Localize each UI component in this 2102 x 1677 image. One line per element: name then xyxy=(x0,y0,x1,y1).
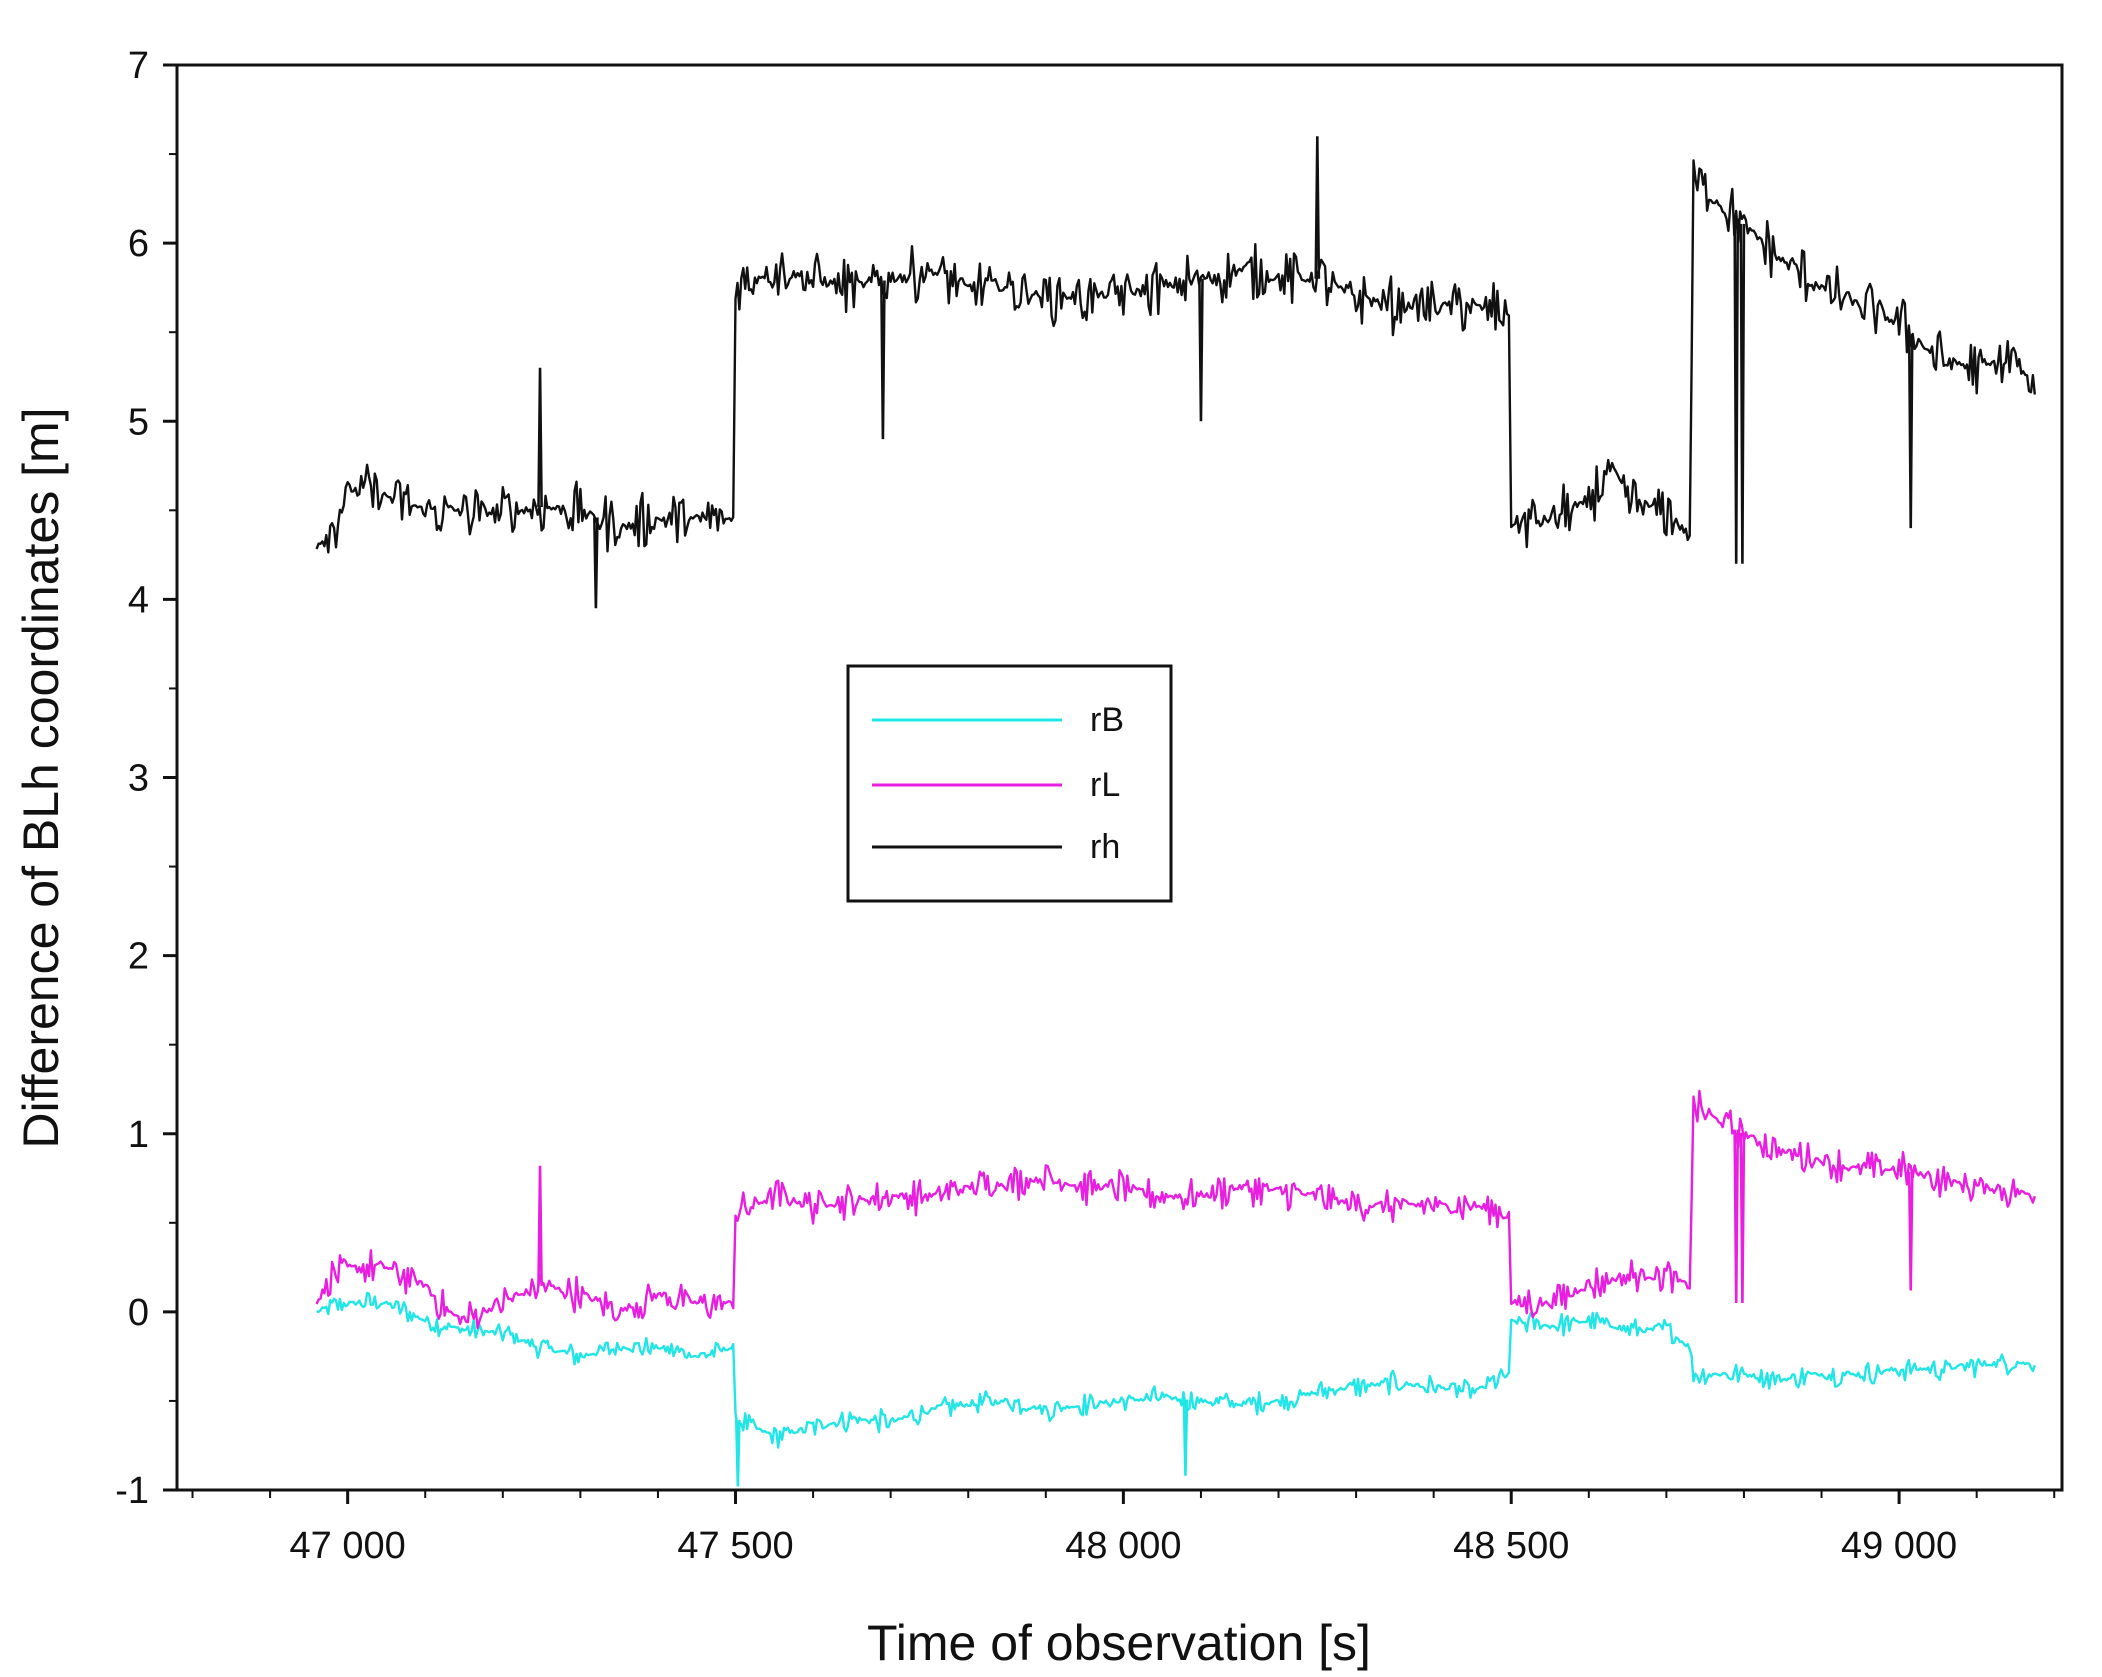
y-tick-label: 4 xyxy=(128,579,149,621)
x-axis-title: Time of observation [s] xyxy=(867,1615,1371,1671)
y-tick-label: 3 xyxy=(128,758,149,800)
spike-rh xyxy=(537,367,543,508)
y-tick-label: 7 xyxy=(128,45,149,87)
y-tick-label: 1 xyxy=(128,1114,149,1156)
spike-rh xyxy=(880,280,886,440)
series-line-rh xyxy=(315,159,2036,554)
y-tick-label: 6 xyxy=(128,223,149,265)
spike-rL xyxy=(537,1165,543,1286)
series-line-rL xyxy=(315,1089,2036,1330)
legend: rB rL rh xyxy=(846,664,1173,903)
spike-rh xyxy=(1733,218,1740,564)
spike-rB xyxy=(1182,1399,1189,1476)
series-line-rB xyxy=(316,1291,2036,1449)
x-tick-label: 49 000 xyxy=(1841,1525,1957,1567)
spike-rL xyxy=(1733,1129,1740,1303)
plot-series xyxy=(315,136,2036,1487)
y-tick-label: -1 xyxy=(115,1470,149,1512)
x-tick-label: 48 500 xyxy=(1453,1525,1569,1567)
legend-label-rh: rh xyxy=(1090,828,1120,866)
spike-rB xyxy=(734,1419,741,1487)
y-tick-label: 0 xyxy=(128,1292,149,1334)
x-tick-label: 48 000 xyxy=(1065,1525,1181,1567)
y-axis-title: Difference of BLh coordinates [m] xyxy=(13,407,69,1148)
spike-rh xyxy=(593,517,599,609)
x-tick-label: 47 500 xyxy=(677,1525,793,1567)
spike-rh xyxy=(1198,278,1204,422)
spike-rh xyxy=(1739,223,1746,564)
spike-rL xyxy=(1907,1172,1914,1291)
y-tick-label: 5 xyxy=(128,401,149,443)
y-axis: -1 0 1 2 3 4 5 6 7 xyxy=(115,45,177,1512)
x-tick-label: 47 000 xyxy=(290,1525,406,1567)
spike-rL xyxy=(1739,1132,1746,1303)
spike-rh xyxy=(1314,136,1321,279)
legend-label-rB: rB xyxy=(1090,701,1124,739)
x-axis: 47 000 47 500 48 000 48 500 49 000 xyxy=(191,1490,2056,1567)
y-tick-label: 2 xyxy=(128,936,149,978)
legend-label-rL: rL xyxy=(1090,766,1120,804)
spike-rh xyxy=(1907,333,1914,529)
